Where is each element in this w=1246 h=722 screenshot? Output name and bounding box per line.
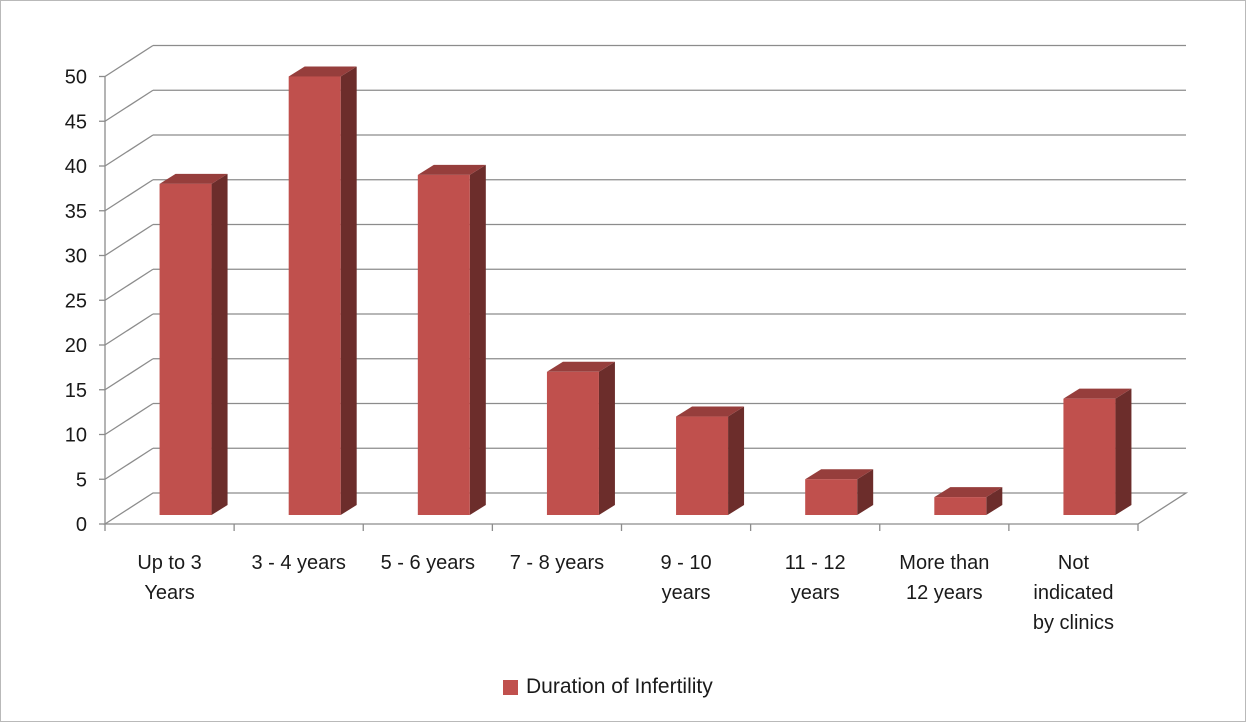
bar — [676, 406, 745, 515]
bar-front — [676, 416, 729, 515]
gridline-side — [104, 313, 154, 346]
x-tick-label: More than 12 years — [899, 552, 989, 604]
bar-top — [805, 469, 874, 480]
gridline-side — [104, 179, 154, 212]
bar-top — [159, 173, 228, 184]
bar — [417, 164, 486, 515]
gridline-side — [104, 402, 154, 436]
bar-side — [986, 487, 1003, 515]
y-tick-label: 20 — [65, 335, 87, 357]
y-tick-label: 5 — [76, 469, 87, 491]
bar — [288, 66, 357, 515]
bar-top — [934, 487, 1003, 498]
x-axis: Up to 3 Years 3 - 4 years 5 - 6 years 7 - 8 … — [104, 524, 1139, 634]
gridline-side — [104, 134, 154, 167]
y-tick-label: 30 — [65, 246, 87, 268]
bars — [159, 66, 1132, 515]
bar-top — [288, 66, 357, 77]
bar-top — [676, 406, 745, 417]
bar-front — [1063, 398, 1116, 515]
legend-swatch — [503, 679, 518, 695]
y-axis: 0 5 10 15 20 25 30 35 40 45 50 — [65, 67, 106, 536]
bar-side — [857, 469, 874, 515]
bar-front — [417, 174, 470, 515]
bar-side — [728, 406, 745, 515]
y-tick-label: 10 — [65, 425, 87, 447]
bar — [546, 361, 615, 515]
bar — [159, 173, 228, 515]
x-tick-label: 7 - 8 years — [510, 552, 604, 574]
floor — [102, 492, 1189, 525]
gridline-side — [104, 447, 154, 480]
bar-side — [469, 164, 486, 515]
gridline-side — [104, 89, 154, 122]
x-tick-label: 11 - 12 years — [785, 552, 846, 604]
x-tick-label: 5 - 6 years — [381, 552, 475, 574]
bar — [805, 469, 874, 515]
y-tick-label: 15 — [65, 380, 87, 402]
bar-front — [546, 371, 599, 515]
y-tick-label: 40 — [65, 156, 87, 178]
bar-side — [598, 361, 615, 515]
x-tick-label: 3 - 4 years — [251, 552, 345, 574]
bar — [934, 487, 1003, 515]
bar — [1063, 388, 1132, 515]
bar-side — [340, 66, 357, 515]
gridline-side — [104, 268, 154, 301]
x-tick-label: Up to 3 Years — [137, 552, 201, 604]
bar-top — [1063, 388, 1132, 399]
bar-front — [288, 76, 341, 515]
y-tick-label: 25 — [65, 290, 87, 312]
bar-front — [159, 183, 212, 515]
gridline-side — [104, 44, 154, 78]
y-tick-label: 45 — [65, 111, 87, 133]
gridline-side — [104, 223, 154, 257]
y-tick-label: 0 — [76, 514, 87, 536]
legend: Duration of Infertility — [503, 675, 713, 699]
y-tick-label: 35 — [65, 201, 87, 223]
y-tick-label: 50 — [65, 67, 87, 89]
x-tick-label: Not indicated by clinics — [1033, 552, 1114, 634]
bar-top — [546, 361, 615, 372]
bar-front — [805, 479, 858, 515]
bar-side — [211, 173, 228, 515]
bar-top — [417, 164, 486, 175]
gridline-side — [104, 358, 154, 391]
bar-side — [1115, 388, 1132, 515]
bar-front — [934, 497, 987, 515]
legend-label: Duration of Infertility — [526, 675, 713, 698]
x-tick-label: 9 - 10 years — [660, 552, 711, 604]
